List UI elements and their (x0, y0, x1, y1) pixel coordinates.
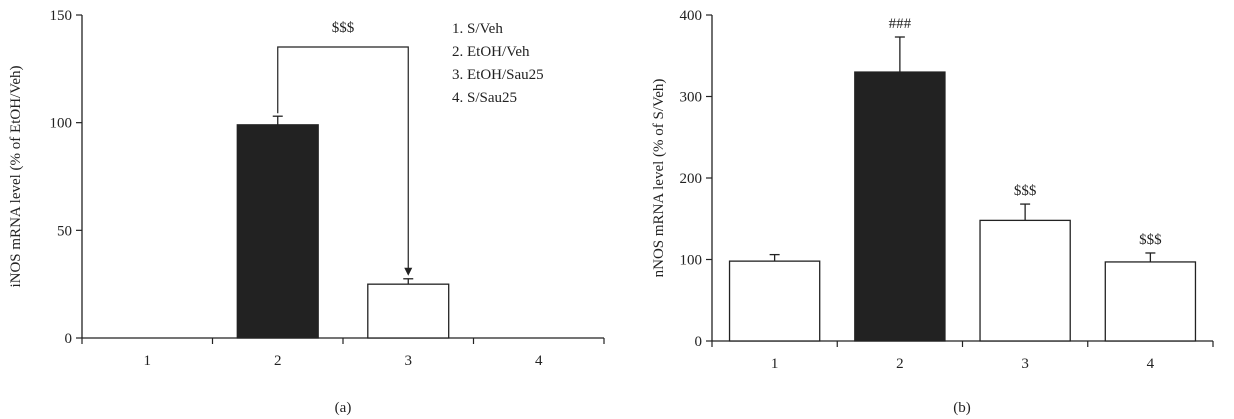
bar (367, 283, 450, 339)
y-tick-label: 300 (680, 90, 703, 106)
y-tick-label: 0 (695, 334, 703, 350)
panel-label: (b) (953, 400, 971, 416)
bar (979, 219, 1071, 342)
y-tick-label: 50 (57, 223, 72, 239)
bar (1104, 261, 1197, 342)
x-tick-label: 2 (274, 353, 282, 369)
bar (854, 71, 946, 342)
bar (728, 260, 821, 342)
panel-b-nNOS: 0 100 200 300 400 1 2 3 4 ### $$$ $$$ nNOS mRNA leve… (651, 8, 1214, 416)
y-axis-title: nNOS mRNA level (% of S/Veh) (651, 79, 667, 278)
x-tick-label: 2 (896, 356, 904, 372)
x-tick-label: 3 (405, 353, 413, 369)
y-tick-label: 0 (65, 331, 73, 347)
y-axis-title: iNOS mRNA level (% of EtOH/Veh) (8, 65, 24, 287)
legend-entry: 4. S/Sau25 (452, 90, 517, 106)
x-tick-label: 4 (535, 353, 543, 369)
bar (236, 124, 319, 339)
x-tick-label: 1 (771, 356, 779, 372)
panel-a-iNOS: 0 50 100 150 1 2 3 4 $$$ 1. S/Veh 2. EtOH/Veh 3. Et… (8, 8, 605, 416)
x-tick-label: 4 (1147, 356, 1155, 372)
y-tick-label: 150 (50, 8, 73, 24)
legend-entry: 1. S/Veh (452, 21, 503, 37)
bracket-label: $$$ (332, 20, 355, 36)
x-tick-label: 1 (144, 353, 152, 369)
significance-bracket (277, 46, 409, 274)
significance-label: ### (889, 16, 912, 32)
y-tick-label: 100 (50, 116, 73, 132)
y-tick-label: 400 (680, 8, 703, 24)
y-tick-label: 200 (680, 171, 703, 187)
significance-label: $$$ (1014, 183, 1037, 199)
x-tick-label: 3 (1021, 356, 1029, 372)
legend-entry: 3. EtOH/Sau25 (452, 67, 544, 83)
panel-label: (a) (335, 400, 352, 416)
bracket-arrowhead (404, 267, 413, 276)
significance-label: $$$ (1139, 232, 1162, 248)
y-tick-label: 100 (680, 253, 703, 269)
legend-entry: 2. EtOH/Veh (452, 44, 530, 60)
